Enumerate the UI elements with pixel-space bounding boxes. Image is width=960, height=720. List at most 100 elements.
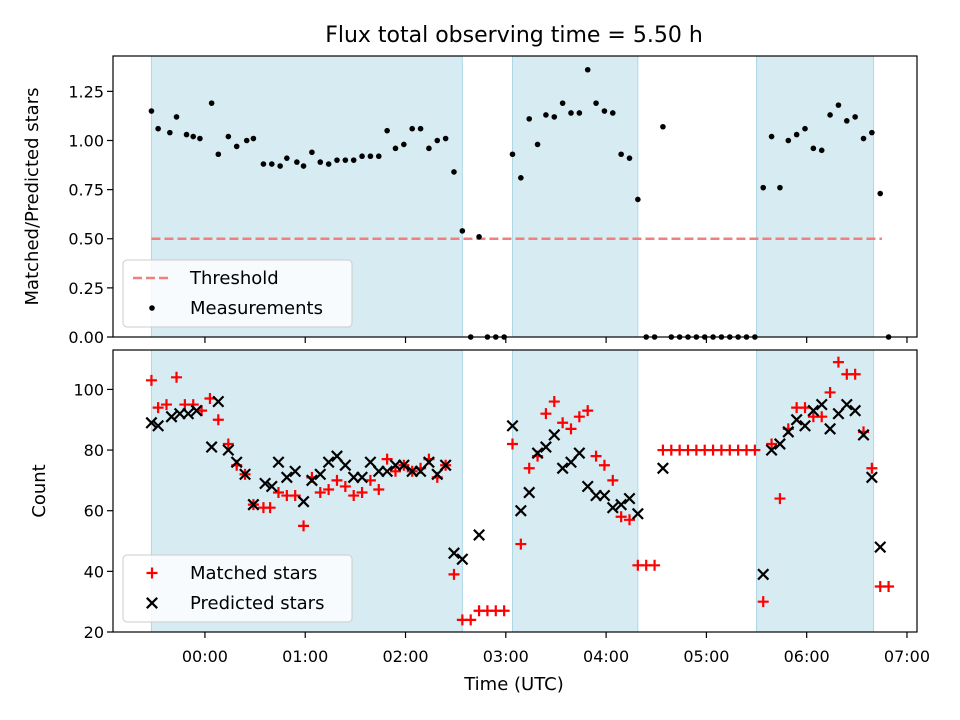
measurement-point — [526, 116, 533, 122]
predicted-star-point — [765, 444, 778, 457]
measurement-point — [568, 110, 574, 116]
matched-star-point — [866, 462, 878, 474]
measurement-point — [426, 145, 432, 152]
x-tick-label: 02:00 — [382, 647, 428, 666]
measurement-point — [559, 100, 566, 106]
matched-star-point — [824, 386, 836, 398]
measurement-point — [375, 153, 382, 160]
measurement-point — [476, 233, 482, 240]
predicted-star-point — [222, 444, 235, 457]
matched-star-point — [816, 411, 828, 423]
predicted-star-point — [857, 428, 870, 441]
measurement-point — [593, 100, 599, 106]
matched-star-point — [289, 490, 301, 502]
predicted-star-point — [322, 456, 335, 469]
count-panel: 20 40 60 80 100 00:00 01:00 02:00 03:00 04:00 05:0… — [29, 349, 930, 666]
measurement-point — [208, 100, 215, 106]
measurement-point — [793, 131, 800, 138]
matched-star-point — [623, 514, 635, 526]
matched-star-point — [373, 483, 385, 495]
x-tick-label: 07:00 — [884, 647, 930, 666]
predicted-star-point — [807, 404, 820, 417]
matched-star-point — [506, 438, 518, 450]
y-tick-label: 20 — [84, 623, 104, 642]
chart-title: Flux total observing time = 5.50 h — [325, 23, 703, 48]
matched-star-point — [766, 438, 778, 450]
measurement-point — [543, 112, 549, 118]
predicted-star-point — [212, 395, 225, 408]
measurement-point — [334, 157, 340, 163]
measurement-point — [802, 125, 808, 132]
legend-box — [122, 259, 353, 328]
matched-star-point — [323, 483, 335, 495]
predicted-star-point — [397, 459, 410, 472]
matched-star-point — [598, 459, 610, 471]
matched-star-point — [448, 568, 460, 580]
y-tick-label: 0.00 — [68, 328, 104, 347]
observing-interval — [512, 56, 638, 337]
predicted-star-point — [623, 492, 636, 505]
observing-interval — [512, 350, 638, 632]
legend-label: Threshold — [189, 268, 279, 289]
predicted-star-point — [190, 404, 203, 417]
measurement-point — [277, 163, 283, 169]
measurement-point — [451, 169, 457, 175]
matched-star-point — [389, 465, 401, 477]
matched-star-point — [152, 402, 164, 414]
legend-measurements-swatch — [149, 305, 155, 311]
predicted-star-point — [381, 465, 394, 478]
predicted-star-point — [422, 456, 435, 469]
predicted-star-point — [305, 474, 318, 487]
measurement-point — [173, 114, 180, 120]
measurement-point — [215, 151, 222, 158]
x-tick-label: 00:00 — [182, 647, 228, 666]
matched-star-point — [364, 474, 376, 486]
measurement-point — [601, 108, 608, 114]
measurement-point — [197, 135, 203, 142]
x-axis-label: Time (UTC) — [463, 674, 564, 695]
predicted-star-point — [230, 456, 243, 469]
matched-star-point — [565, 423, 577, 435]
predicted-star-point — [289, 465, 302, 478]
predicted-star-point — [152, 419, 165, 432]
predicted-star-point — [356, 471, 369, 484]
predicted-star-point — [773, 438, 786, 450]
matched-star-point — [222, 438, 234, 450]
measurement-point — [350, 157, 357, 163]
predicted-star-point — [573, 447, 586, 460]
predicted-star-point — [297, 495, 310, 508]
matched-star-point — [356, 487, 368, 499]
predicted-star-point — [331, 450, 343, 463]
predicted-star-point — [280, 471, 293, 484]
measurement-point — [300, 163, 307, 169]
matched-star-point — [298, 520, 310, 532]
measurement-point — [459, 228, 466, 234]
predicted-star-point — [523, 486, 536, 499]
predicted-star-point — [615, 498, 628, 511]
predicted-star-point — [790, 413, 803, 426]
plot-frame — [112, 55, 918, 338]
predicted-star-point — [239, 468, 252, 481]
measurement-point — [576, 110, 583, 116]
predicted-star-point — [531, 447, 544, 460]
predicted-star-point — [439, 459, 452, 472]
predicted-star-point — [364, 456, 377, 469]
measurement-point — [434, 137, 441, 144]
matched-star-point — [381, 453, 393, 465]
x-tick-label: 05:00 — [683, 647, 729, 666]
matched-star-point — [204, 393, 216, 405]
measurement-point — [233, 143, 240, 150]
y-axis-label: Matched/Predicted stars — [22, 88, 43, 306]
measurement-point — [635, 196, 641, 203]
measurement-point — [183, 131, 190, 138]
measurement-point — [860, 135, 867, 142]
measurement-point — [442, 135, 449, 142]
matched-star-point — [799, 402, 811, 414]
measurement-point — [626, 155, 633, 161]
predicted-star-point — [506, 419, 519, 432]
predicted-star-point — [631, 507, 644, 520]
predicted-star-point — [581, 480, 594, 493]
measurement-point — [509, 151, 516, 158]
matched-star-point — [615, 511, 627, 523]
